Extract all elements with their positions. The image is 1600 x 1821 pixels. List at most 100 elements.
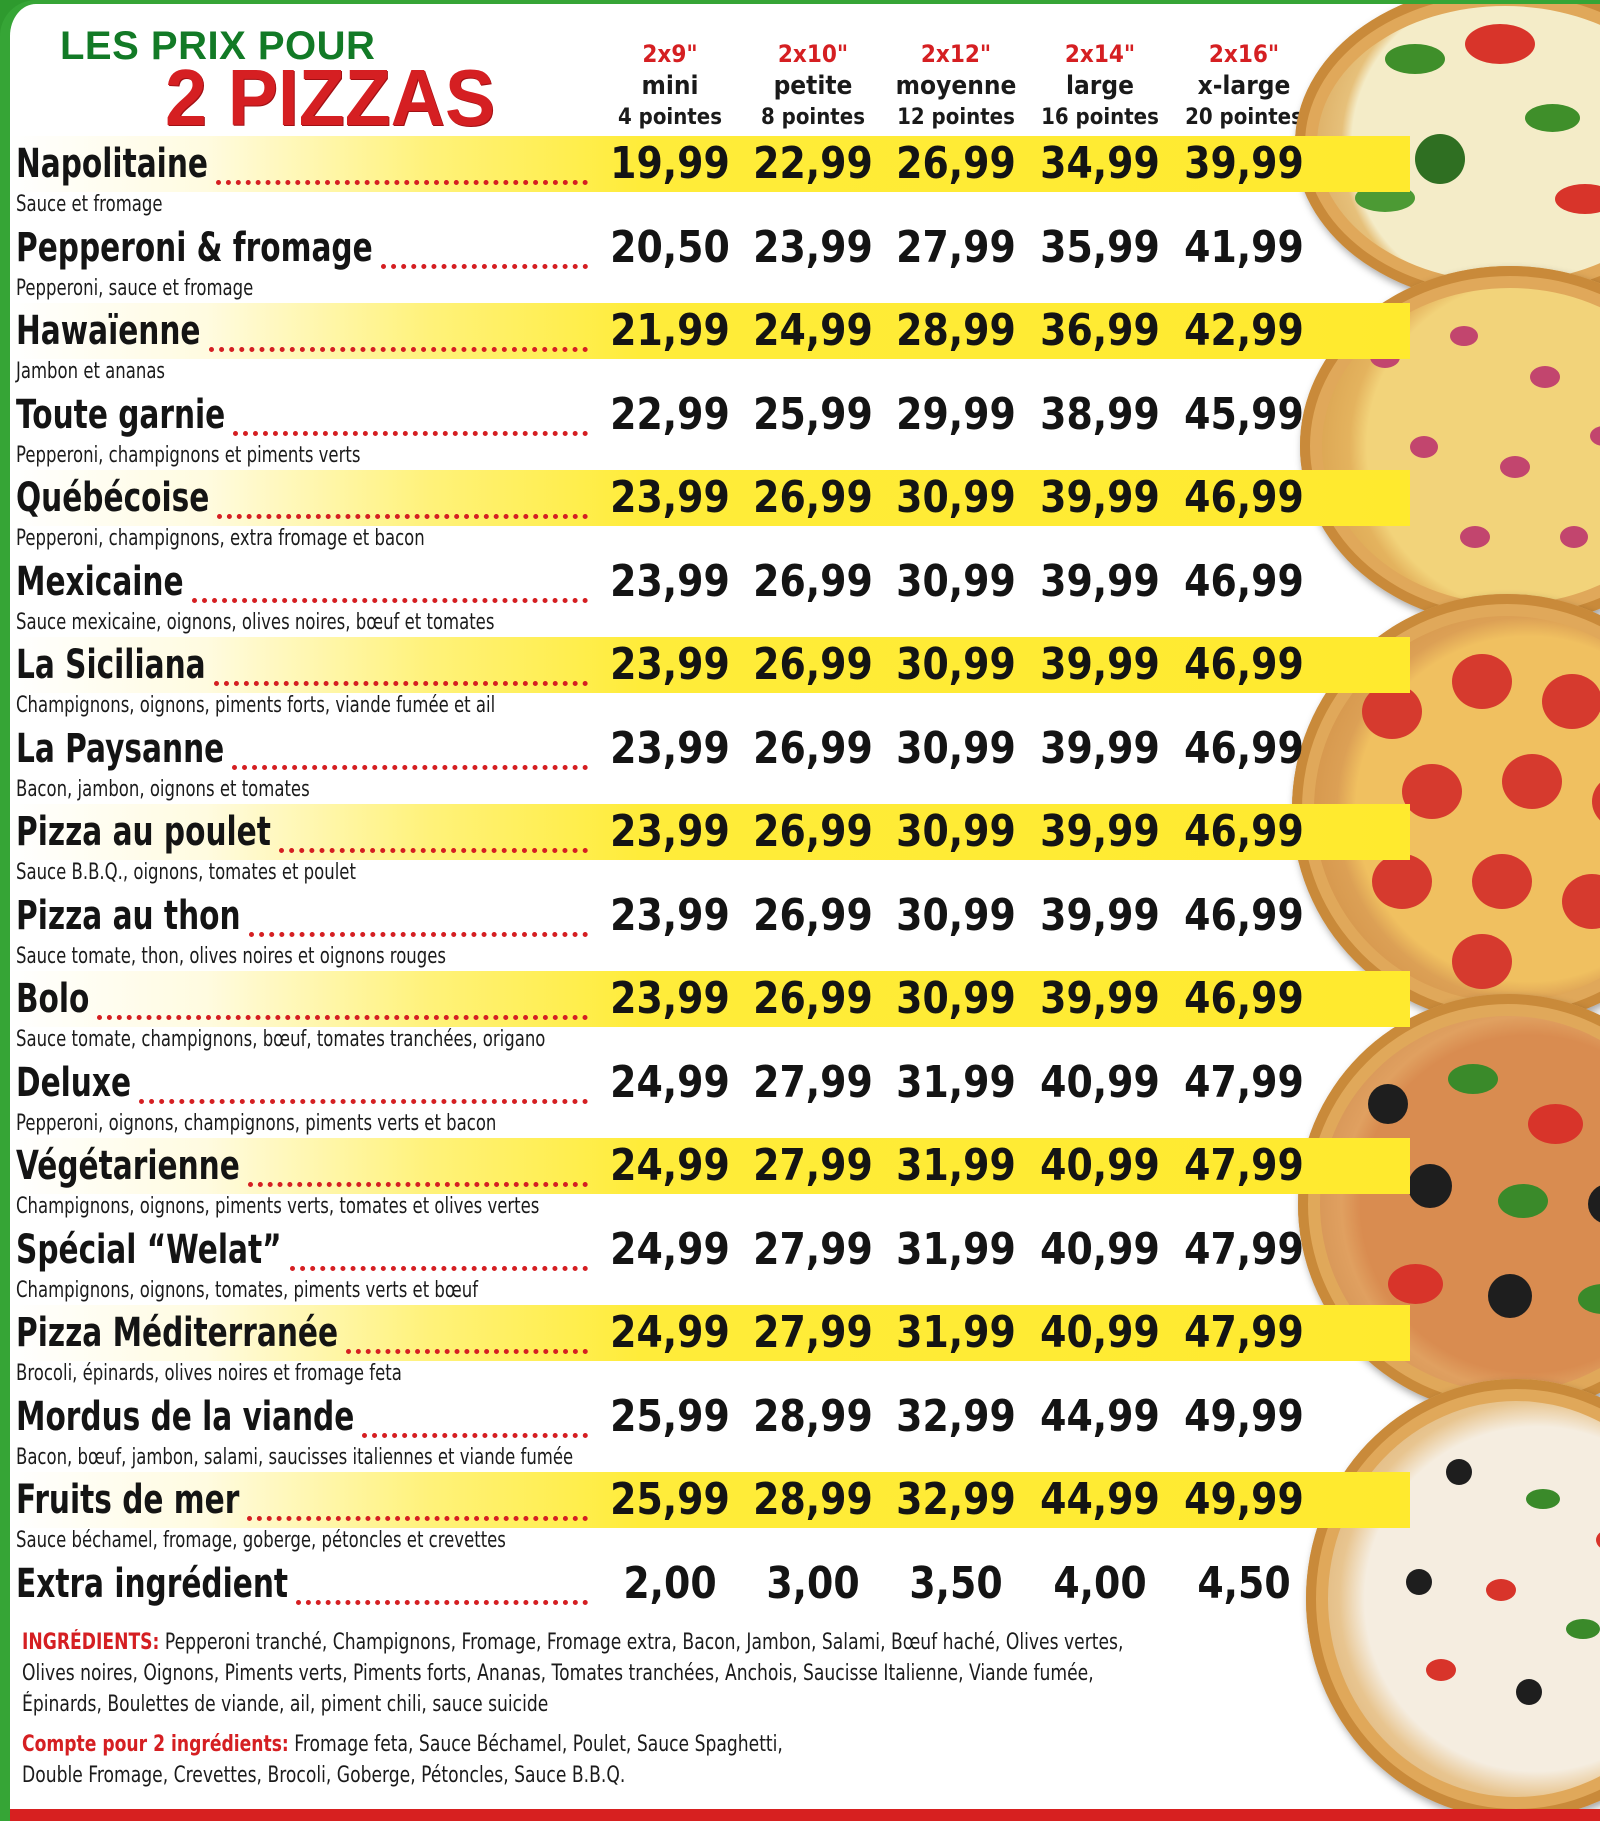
pizza-name: Pizza Méditerranée <box>16 1310 339 1356</box>
menu-row: La Siciliana Champignons, oignons, piment… <box>10 637 1600 721</box>
price-cell: 31,99 <box>896 1307 1016 1358</box>
pizza-name: Pizza au thon <box>16 892 241 939</box>
size-header-name: petite <box>773 71 853 101</box>
price-cell: 28,99 <box>753 1390 873 1442</box>
price-cell: 25,99 <box>753 388 873 440</box>
ingredients-text-1: Pepperoni tranché, Champignons, Fromage,… <box>159 1630 1124 1655</box>
pizza-name: Spécial “Welat” <box>16 1226 282 1273</box>
price-cell: 31,99 <box>896 1223 1016 1275</box>
price-cell: 46,99 <box>1184 973 1304 1024</box>
bottom-red-strip <box>10 1809 1600 1821</box>
size-header-name: moyenne <box>895 71 1017 101</box>
price-cell: 28,99 <box>753 1474 873 1525</box>
double-ingredients-label: Compte pour 2 ingrédients: <box>22 1732 289 1757</box>
price-cell: 26,99 <box>753 555 873 607</box>
row-highlight-band <box>10 1305 1410 1361</box>
price-cell: 40,99 <box>1040 1223 1160 1275</box>
menu-row: Pepperoni & fromage Pepperoni, sauce et f… <box>10 220 1600 304</box>
price-cell: 20,50 <box>610 221 730 273</box>
price-cell: 23,99 <box>610 973 730 1024</box>
double-ingredients-text-1: Fromage feta, Sauce Béchamel, Poulet, Sa… <box>288 1732 783 1757</box>
menu-row: Hawaïenne Jambon et ananas 21,99 24,99 28,99… <box>10 303 1600 387</box>
pizza-description: Champignons, oignons, tomates, piments v… <box>16 1277 479 1303</box>
price-cell: 23,99 <box>610 889 730 941</box>
pizza-name: Napolitaine <box>16 141 208 187</box>
price-cell: 47,99 <box>1184 1140 1304 1191</box>
price-cell: 24,99 <box>610 1223 730 1275</box>
price-cell: 23,99 <box>753 221 873 273</box>
dot-leader <box>208 317 588 352</box>
pizza-name: Mexicaine <box>16 558 184 605</box>
size-header-points: 20 pointes <box>1185 105 1303 130</box>
price-cell: 23,99 <box>610 806 730 857</box>
price-cell: 30,99 <box>896 472 1016 523</box>
header-subtitle: LES PRIX POUR <box>60 24 376 68</box>
menu-row: Pizza Méditerranée Brocoli, épinards, oli… <box>10 1305 1600 1389</box>
dot-leader <box>247 1486 588 1521</box>
price-cell: 30,99 <box>896 639 1016 690</box>
price-cell: 30,99 <box>896 806 1016 857</box>
pizza-description: Pepperoni, sauce et fromage <box>16 275 254 301</box>
price-cell: 42,99 <box>1184 305 1304 356</box>
price-cell: 27,99 <box>753 1223 873 1275</box>
price-cell: 24,99 <box>610 1140 730 1191</box>
price-cell: 24,99 <box>753 305 873 356</box>
pizza-name: Bolo <box>16 976 90 1022</box>
price-cell: 46,99 <box>1184 806 1304 857</box>
price-cell: 47,99 <box>1184 1307 1304 1358</box>
pizza-description: Pepperoni, champignons et piments verts <box>16 442 361 468</box>
price-cell: 45,99 <box>1184 388 1304 440</box>
size-header-points: 12 pointes <box>897 105 1015 130</box>
price-cell: 39,99 <box>1040 472 1160 523</box>
size-header-points: 16 pointes <box>1041 105 1159 130</box>
pizza-name: Toute garnie <box>16 391 226 438</box>
dot-leader <box>247 1152 588 1187</box>
pizza-name: La Siciliana <box>16 642 206 688</box>
price-cell: 4,00 <box>1053 1557 1147 1609</box>
row-highlight-band <box>10 1138 1410 1194</box>
dot-leader <box>232 735 588 770</box>
price-cell: 46,99 <box>1184 889 1304 941</box>
menu-row: Fruits de mer Sauce béchamel, fromage, go… <box>10 1472 1600 1556</box>
price-cell: 23,99 <box>610 722 730 774</box>
row-highlight-band <box>10 804 1410 860</box>
menu-row: La Paysanne Bacon, jambon, oignons et tom… <box>10 721 1600 805</box>
ingredients-label: INGRÉDIENTS: <box>22 1630 160 1655</box>
pizza-name: Mordus de la viande <box>16 1393 355 1440</box>
price-cell: 22,99 <box>610 388 730 440</box>
price-cell: 40,99 <box>1040 1307 1160 1358</box>
size-header-points: 8 pointes <box>761 105 865 130</box>
price-cell: 26,99 <box>753 973 873 1024</box>
price-cell: 34,99 <box>1040 138 1160 189</box>
pizza-description: Sauce mexicaine, oignons, olives noires,… <box>16 609 495 635</box>
price-cell: 25,99 <box>610 1474 730 1525</box>
dot-leader <box>217 484 588 519</box>
price-cell: 32,99 <box>896 1474 1016 1525</box>
menu-row: Bolo Sauce tomate, champignons, bœuf, tom… <box>10 971 1600 1055</box>
price-cell: 31,99 <box>896 1056 1016 1108</box>
pizza-description: Champignons, oignons, piments forts, via… <box>16 693 496 718</box>
price-cell: 39,99 <box>1040 555 1160 607</box>
size-header-points: 4 pointes <box>618 105 722 130</box>
double-ingredients-line-1: Compte pour 2 ingrédients: Fromage feta,… <box>22 1729 1270 1760</box>
price-cell: 41,99 <box>1184 221 1304 273</box>
price-cell: 40,99 <box>1040 1056 1160 1108</box>
size-header-size: 2x10" <box>777 40 849 68</box>
size-column-header: 2x10" petite 8 pointes <box>743 38 883 134</box>
pizza-name: Québécoise <box>16 475 210 521</box>
price-cell: 26,99 <box>753 639 873 690</box>
size-header-size: 2x14" <box>1064 40 1136 68</box>
menu-row: Spécial “Welat” Champignons, oignons, tom… <box>10 1222 1600 1306</box>
pizza-name: Végétarienne <box>16 1143 240 1189</box>
price-cell: 26,99 <box>753 722 873 774</box>
dot-leader <box>278 818 588 853</box>
price-cell: 24,99 <box>610 1056 730 1108</box>
size-header-size: 2x16" <box>1208 40 1280 68</box>
price-cell: 39,99 <box>1040 722 1160 774</box>
price-cell: 39,99 <box>1040 806 1160 857</box>
dot-leader <box>191 568 588 603</box>
price-cell: 21,99 <box>610 305 730 356</box>
price-cell: 23,99 <box>610 472 730 523</box>
size-header-name: mini <box>641 71 699 101</box>
pizza-description: Pepperoni, champignons, extra fromage et… <box>16 526 425 551</box>
